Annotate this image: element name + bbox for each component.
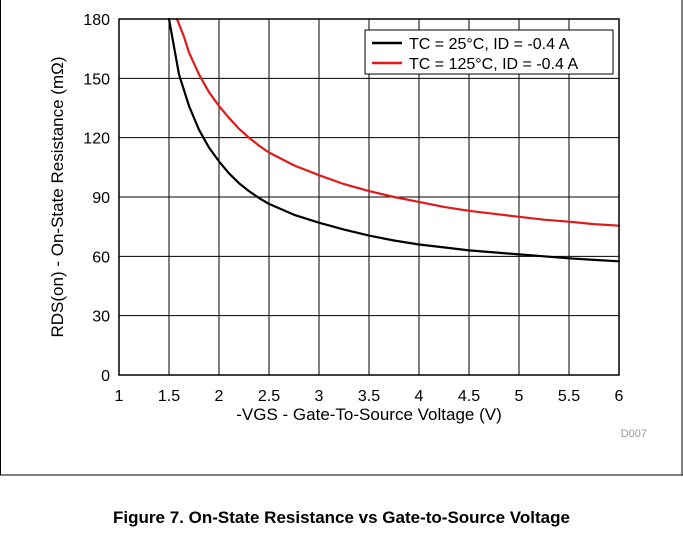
y-tick-label: 120 — [83, 131, 110, 148]
x-tick-label: 4.5 — [458, 388, 480, 405]
series-line-1 — [175, 17, 621, 227]
x-tick-label: 5.5 — [558, 388, 580, 405]
y-tick-label: 60 — [92, 249, 110, 266]
y-axis-title: RDS(on) - On-State Resistance (mΩ) — [48, 57, 67, 338]
x-tick-label: 6 — [615, 388, 624, 405]
x-tick-label: 5 — [515, 388, 524, 405]
y-tick-labels: 0 30 60 90 120 150 180 — [83, 12, 110, 385]
series-layer — [167, 17, 621, 263]
legend-label-tc125: TC = 125°C, ID = -0.4 A — [409, 56, 578, 73]
x-axis-title: -VGS - Gate-To-Source Voltage (V) — [236, 405, 502, 424]
legend-box — [364, 29, 614, 75]
legend-label-tc25: TC = 25°C, ID = -0.4 A — [409, 36, 570, 53]
x-tick-label: 4 — [415, 388, 424, 405]
x-tick-label: 2 — [215, 388, 224, 405]
plot-border — [118, 18, 620, 376]
y-tick-label: 150 — [83, 71, 110, 88]
x-tick-label: 3.5 — [358, 388, 380, 405]
y-tick-label: 180 — [83, 12, 110, 29]
x-tick-label: 1 — [115, 388, 124, 405]
figure-code: D007 — [621, 428, 647, 440]
y-tick-label: 90 — [92, 190, 110, 207]
legend: TC = 25°C, ID = -0.4 A TC = 125°C, ID = … — [364, 29, 614, 75]
x-tick-label: 3 — [315, 388, 324, 405]
x-tick-labels: 1 1.5 2 2.5 3 3.5 4 4.5 5 5.5 6 — [115, 388, 624, 405]
y-tick-label: 30 — [92, 309, 110, 326]
x-tick-label: 1.5 — [158, 388, 180, 405]
x-tick-label: 2.5 — [258, 388, 280, 405]
figure-caption: Figure 7. On-State Resistance vs Gate-to… — [113, 508, 570, 527]
series-line-0 — [167, 17, 621, 263]
y-tick-label: 0 — [101, 368, 110, 385]
